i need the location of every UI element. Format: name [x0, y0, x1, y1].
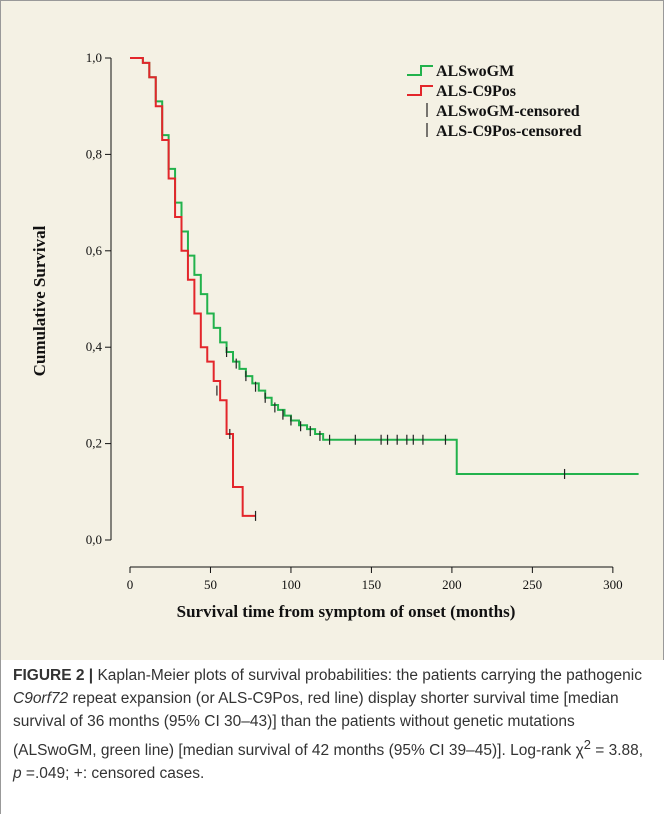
figure-caption: FIGURE 2 | Kaplan-Meier plots of surviva…	[13, 664, 653, 785]
legend-label: ALS-C9Pos	[436, 83, 516, 100]
x-axis-label: Survival time from symptom of onset (mon…	[177, 602, 516, 621]
series-line-ALSwoGM	[130, 57, 639, 475]
y-tick-label: 0,8	[86, 146, 102, 161]
legend-swatch	[407, 65, 433, 76]
x-tick-label: 300	[603, 577, 623, 592]
caption-text-3: = 3.88,	[590, 742, 644, 760]
y-axis-label: Cumulative Survival	[30, 225, 49, 376]
legend-label: ALSwoGM	[436, 63, 514, 80]
caption-text-1: Kaplan-Meier plots of survival probabili…	[93, 667, 642, 684]
caption-panel	[0, 660, 664, 814]
legend-label: ALSwoGM-censored	[436, 103, 580, 120]
series-line-ALS-C9Pos	[130, 57, 256, 517]
legend: ALSwoGM ALS-C9Pos ALSwoGM-censored ALS-C9Po…	[407, 63, 582, 140]
series-lines	[130, 57, 639, 521]
x-tick-label: 150	[362, 577, 382, 592]
y-tick-label: 0,0	[86, 532, 102, 547]
chi-superscript: 2	[583, 737, 591, 752]
legend-label: ALS-C9Pos-censored	[436, 123, 582, 140]
km-plot: 0,0 0,2 0,4 0,6 0,8 1,0 0 50 100 150 200 250 300 ALS…	[30, 50, 639, 621]
x-tick-label: 100	[281, 577, 301, 592]
chart-panel: 0,0 0,2 0,4 0,6 0,8 1,0 0 50 100 150 200 250 300 ALS…	[0, 0, 664, 660]
y-tick-label: 1,0	[86, 50, 102, 65]
x-tick-label: 50	[204, 577, 217, 592]
legend-swatch	[407, 85, 433, 96]
x-tick-label: 250	[523, 577, 543, 592]
y-tick-label: 0,4	[86, 339, 103, 354]
caption-text-4: =.049; +: censored cases.	[21, 765, 205, 783]
p-symbol: p	[13, 765, 22, 783]
y-tick-label: 0,2	[86, 436, 102, 451]
axes: 0,0 0,2 0,4 0,6 0,8 1,0 0 50 100 150 200 250 300	[86, 50, 623, 592]
x-tick-label: 200	[442, 577, 462, 592]
x-tick-label: 0	[127, 577, 134, 592]
caption-text-2: repeat expansion (or ALS-C9Pos, red line…	[13, 690, 619, 760]
y-tick-label: 0,6	[86, 243, 103, 258]
figure-label: FIGURE 2 |	[13, 667, 94, 684]
gene-name: C9orf72	[13, 690, 69, 707]
